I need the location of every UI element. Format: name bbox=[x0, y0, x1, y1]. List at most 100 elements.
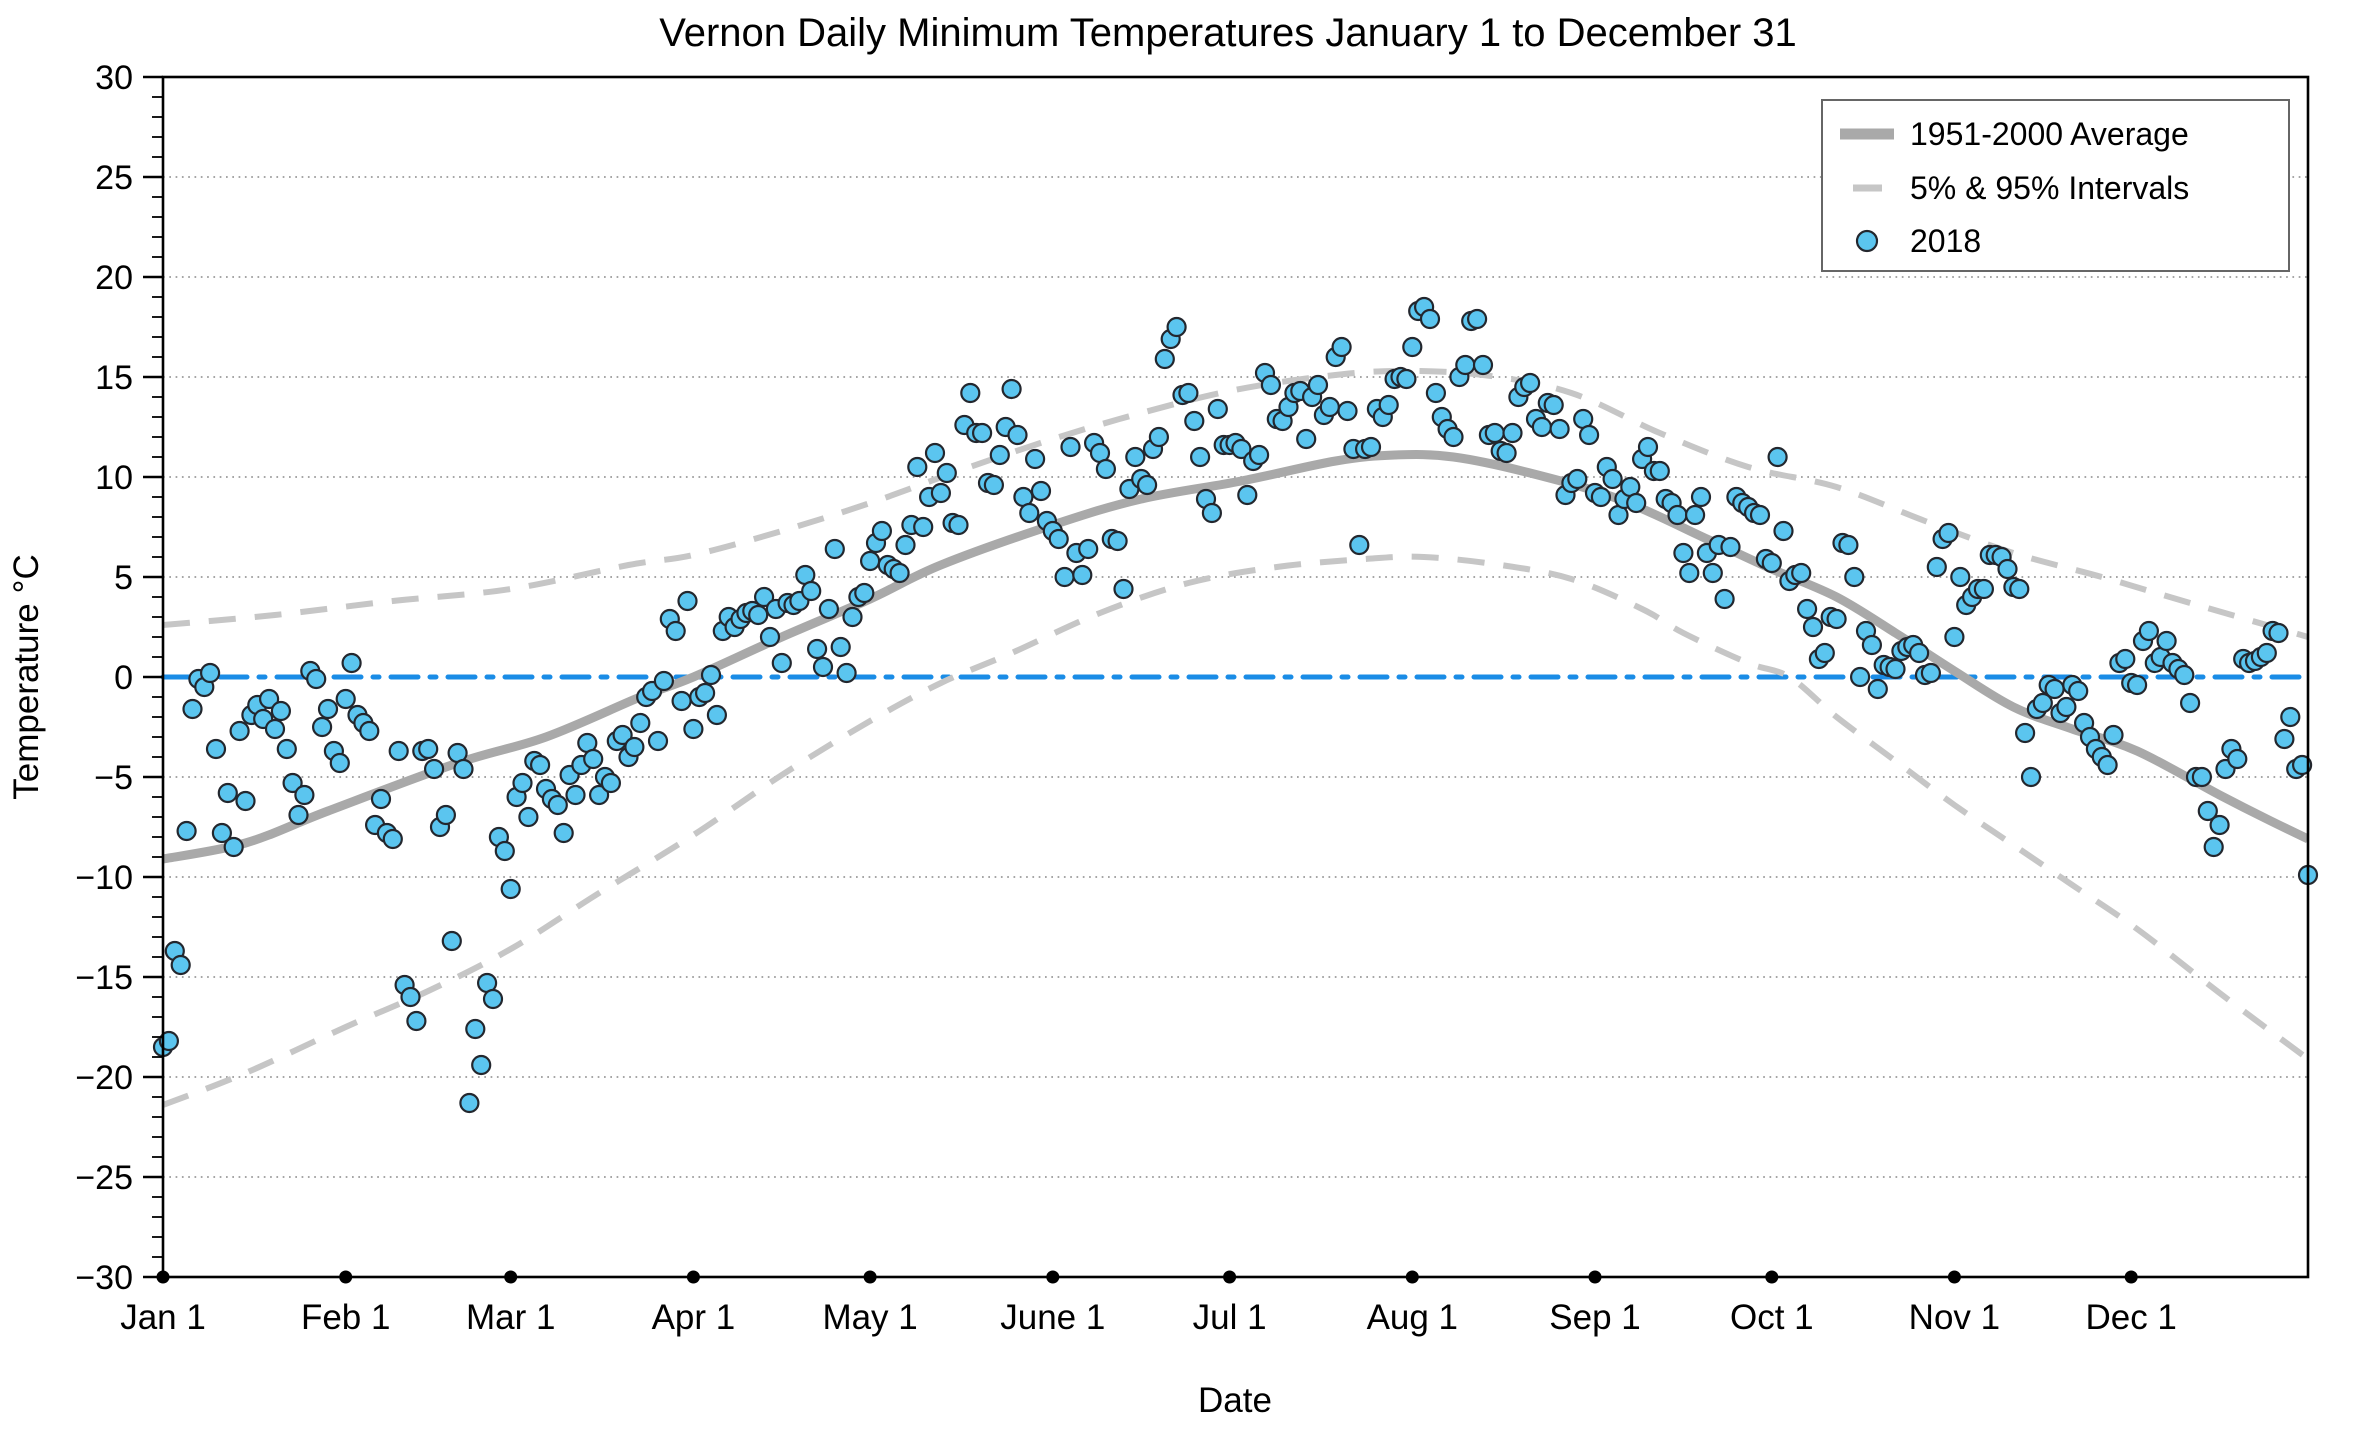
scatter-point bbox=[1125, 446, 1146, 468]
month-marker-dot bbox=[339, 1270, 353, 1284]
scatter-point bbox=[2227, 748, 2248, 770]
scatter-point bbox=[854, 582, 875, 604]
y-tick-label: −25 bbox=[75, 1159, 133, 1197]
y-tick-label: −30 bbox=[75, 1259, 133, 1297]
month-marker-dot bbox=[156, 1270, 170, 1284]
month-marker-dot bbox=[2124, 1270, 2138, 1284]
scatter-point bbox=[182, 698, 203, 720]
scatter-point bbox=[871, 520, 893, 542]
scatter-point bbox=[2256, 642, 2277, 664]
month-marker-dot bbox=[686, 1270, 700, 1284]
scatter-point bbox=[1396, 368, 1417, 390]
scatter-point bbox=[270, 700, 291, 722]
y-tick-label: −20 bbox=[75, 1059, 133, 1097]
scatter-point bbox=[359, 720, 380, 742]
scatter-point bbox=[1702, 562, 1723, 584]
scatter-point bbox=[647, 730, 669, 752]
scatter-point bbox=[2014, 722, 2036, 744]
scatter-point bbox=[1425, 382, 1447, 404]
scatter-point bbox=[1019, 502, 1040, 524]
scatter-point bbox=[1048, 528, 1069, 550]
scatter-point bbox=[2174, 664, 2195, 686]
scatter-point bbox=[889, 562, 910, 584]
scatter-point bbox=[223, 836, 244, 858]
scatter-point bbox=[500, 878, 521, 900]
scatter-point bbox=[518, 806, 539, 828]
scatter-point bbox=[1578, 424, 1600, 446]
scatter-point bbox=[1472, 354, 1494, 376]
scatter-point bbox=[2009, 578, 2030, 600]
scatter-point bbox=[2044, 678, 2065, 700]
scatter-point bbox=[494, 840, 515, 862]
scatter-point bbox=[435, 804, 456, 826]
scatter-point bbox=[1867, 678, 1888, 700]
scatter-point bbox=[1331, 336, 1352, 358]
scatter-point bbox=[907, 456, 928, 478]
scatter-point bbox=[989, 444, 1010, 466]
scatter-point bbox=[2191, 766, 2212, 788]
scatter-point bbox=[205, 738, 227, 760]
scatter-point bbox=[1072, 564, 1093, 586]
scatter-point bbox=[1136, 474, 1158, 496]
scatter-point bbox=[1360, 436, 1382, 458]
x-tick-label: Apr 1 bbox=[652, 1298, 736, 1337]
scatter-point bbox=[482, 988, 504, 1010]
legend-label: 5% & 95% Intervals bbox=[1910, 170, 2189, 206]
scatter-point bbox=[1531, 416, 1553, 438]
scatter-point bbox=[453, 758, 474, 780]
scatter-point bbox=[700, 664, 722, 686]
scatter-point bbox=[694, 682, 716, 704]
scatter-point bbox=[1838, 534, 1859, 556]
scatter-point bbox=[2197, 800, 2218, 822]
scatter-point bbox=[317, 698, 339, 720]
scatter-point bbox=[830, 636, 851, 658]
y-axis-title: Temperature °C bbox=[7, 554, 46, 799]
scatter-point bbox=[960, 382, 981, 404]
scatter-point bbox=[1466, 308, 1488, 330]
scatter-point bbox=[1148, 426, 1170, 448]
scatter-point bbox=[294, 784, 315, 806]
scatter-point bbox=[1248, 444, 1270, 466]
month-marker-dot bbox=[504, 1270, 518, 1284]
scatter-point bbox=[1113, 578, 1134, 600]
scatter-point bbox=[759, 626, 781, 648]
scatter-point bbox=[200, 662, 221, 684]
scatter-point bbox=[1001, 378, 1022, 400]
scatter-point bbox=[1296, 428, 1317, 450]
scatter-point bbox=[1944, 626, 1965, 648]
scatter-point bbox=[312, 716, 333, 738]
scatter-point bbox=[624, 736, 645, 758]
scatter-point bbox=[1496, 442, 1517, 464]
scatter-point bbox=[1626, 492, 1647, 514]
scatter-point bbox=[665, 620, 686, 642]
scatter-point bbox=[753, 586, 775, 608]
scatter-point bbox=[2292, 754, 2313, 776]
scatter-point bbox=[1791, 562, 1812, 584]
scatter-point bbox=[406, 1010, 427, 1032]
scatter-point bbox=[1007, 424, 1028, 446]
legend-label: 1951-2000 Average bbox=[1910, 116, 2189, 152]
y-tick-label: 30 bbox=[95, 59, 133, 97]
x-axis-title: Date bbox=[1198, 1381, 1272, 1420]
y-tick-label: 20 bbox=[95, 259, 133, 297]
scatter-point bbox=[1849, 666, 1871, 688]
month-marker-dot bbox=[863, 1270, 877, 1284]
scatter-point bbox=[306, 668, 327, 690]
scatter-point bbox=[382, 828, 403, 850]
scatter-point bbox=[1178, 382, 1199, 404]
scatter-point bbox=[2103, 724, 2124, 746]
scatter-point bbox=[1260, 374, 1282, 396]
scatter-point bbox=[1773, 520, 1794, 542]
scatter-point bbox=[859, 550, 881, 572]
scatter-point bbox=[2020, 766, 2042, 788]
scatter-point bbox=[1844, 566, 1865, 588]
scatter-point bbox=[1543, 394, 1564, 416]
scatter-point bbox=[1802, 616, 1824, 638]
scatter-point bbox=[936, 462, 957, 484]
month-marker-dot bbox=[1765, 1270, 1779, 1284]
scatter-point bbox=[1154, 348, 1175, 370]
scatter-point bbox=[1184, 410, 1205, 432]
scatter-point bbox=[1997, 558, 2018, 580]
scatter-point bbox=[671, 690, 692, 712]
x-tick-label: Jan 1 bbox=[120, 1298, 206, 1337]
